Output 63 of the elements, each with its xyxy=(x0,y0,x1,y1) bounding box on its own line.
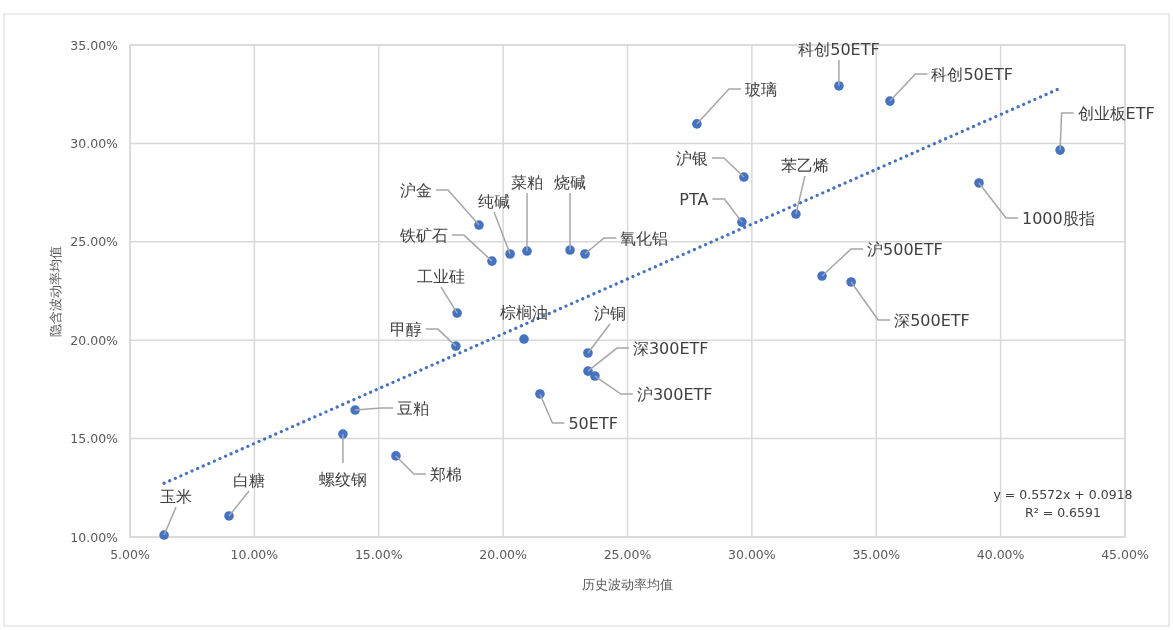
annotation: 豆粕 xyxy=(397,399,430,419)
annotation: 纯碱 xyxy=(478,192,511,211)
point xyxy=(580,249,590,259)
annotation: 科创50ETF xyxy=(931,65,1013,85)
annotation: 沪金 xyxy=(400,181,432,201)
annotation: 1000股指 xyxy=(1021,208,1095,228)
annotation: 沪银 xyxy=(675,149,708,169)
x-tick-label: 5.00% xyxy=(110,547,150,562)
x-tick-label: 35.00% xyxy=(852,547,901,562)
x-tick-label: 45.00% xyxy=(1101,547,1149,562)
x-tick-label: 30.00% xyxy=(728,547,776,562)
annotation: 烧碱 xyxy=(554,173,587,193)
y-tick-label: 10.00% xyxy=(70,529,119,545)
x-tick-label: 40.00% xyxy=(976,547,1025,562)
annotation: 氧化铝 xyxy=(619,229,668,248)
point xyxy=(590,371,600,381)
annotation: 螺纹钢 xyxy=(318,470,367,490)
x-tick-label: 10.00% xyxy=(230,547,279,562)
annotation: 苯乙烯 xyxy=(780,156,829,176)
point xyxy=(817,271,827,281)
annotation: 玉米 xyxy=(160,487,193,507)
point xyxy=(535,389,545,399)
y-tick-label: 25.00% xyxy=(70,234,119,250)
annotation: 甲醇 xyxy=(389,320,422,340)
point xyxy=(451,341,461,351)
point xyxy=(487,256,497,266)
point xyxy=(583,348,593,358)
y-tick-label: 20.00% xyxy=(70,332,119,348)
annotation: 沪500ETF xyxy=(867,240,943,260)
point xyxy=(474,220,484,230)
annotation: 菜粕 xyxy=(511,173,544,193)
point xyxy=(519,334,529,344)
x-axis-title: 历史波动率均值 xyxy=(582,577,673,592)
annotation: PTA xyxy=(679,190,709,210)
x-tick-label: 20.00% xyxy=(479,547,528,562)
annotation: 创业板ETF xyxy=(1077,104,1155,124)
annotation: 玻璃 xyxy=(744,79,777,99)
annotation: 沪铜 xyxy=(593,303,626,323)
point xyxy=(452,308,462,318)
y-axis-title: 隐含波动率均值 xyxy=(48,245,63,337)
point xyxy=(224,511,234,521)
annotation: y = 0.5572x + 0.0918 xyxy=(993,487,1133,502)
annotation: 科创50ETF xyxy=(798,39,880,59)
point xyxy=(739,172,749,182)
annotation: 工业硅 xyxy=(417,267,466,287)
annotation: 50ETF xyxy=(568,413,618,433)
point xyxy=(692,119,702,129)
annotation: 深500ETF xyxy=(894,310,970,330)
annotation: 棕榈油 xyxy=(500,303,549,323)
y-tick-label: 35.00% xyxy=(70,37,119,53)
x-tick-label: 25.00% xyxy=(603,547,652,562)
annotation: 白糖 xyxy=(233,470,265,490)
annotation: 沪300ETF xyxy=(636,385,713,405)
annotation: 深300ETF xyxy=(632,339,709,359)
point xyxy=(737,217,747,227)
point xyxy=(974,178,984,188)
annotation: 铁矿石 xyxy=(398,226,448,246)
y-tick-label: 30.00% xyxy=(70,135,119,151)
annotation: 郑棉 xyxy=(429,464,462,484)
annotation: R² = 0.6591 xyxy=(1025,505,1101,520)
point xyxy=(846,277,856,287)
x-tick-label: 15.00% xyxy=(354,547,403,562)
y-tick-label: 15.00% xyxy=(70,431,119,447)
